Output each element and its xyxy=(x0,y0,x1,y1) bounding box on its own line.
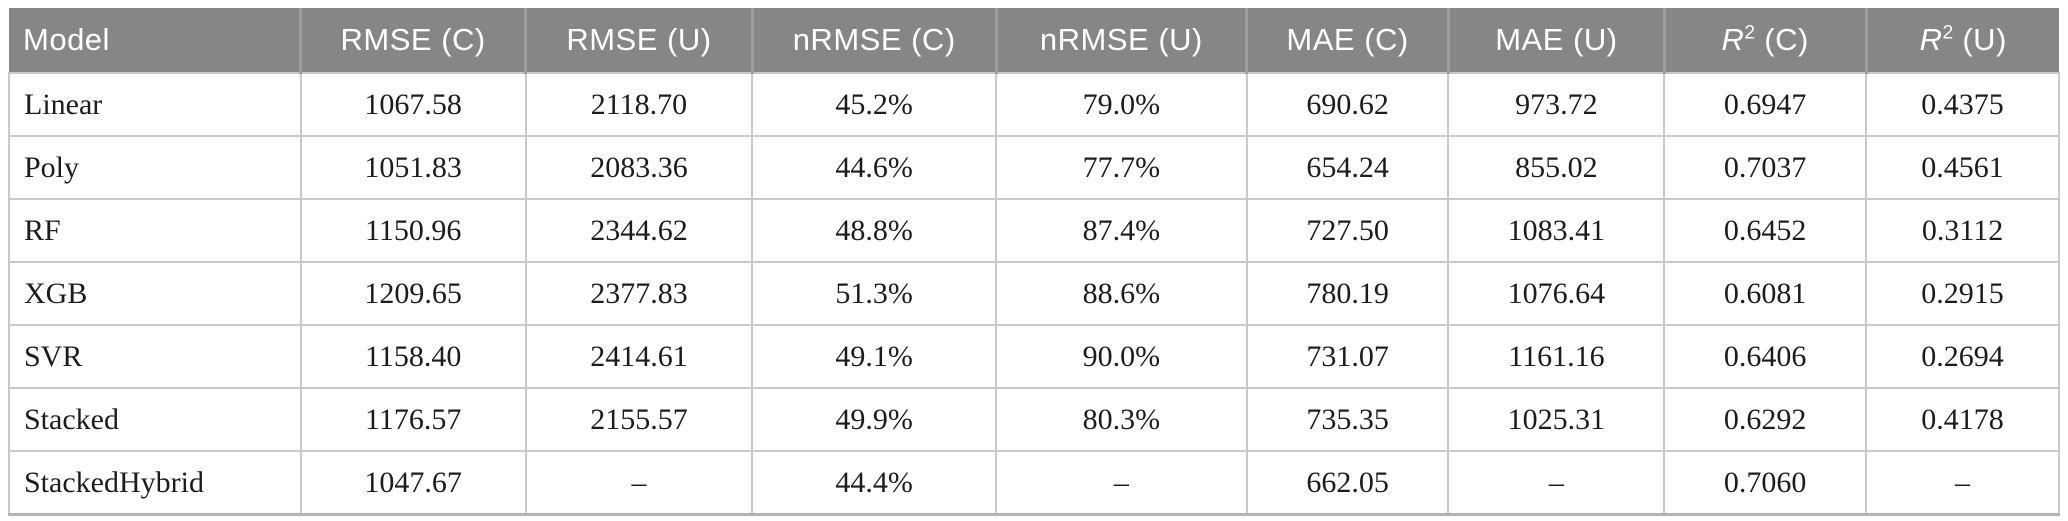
value-cell: 44.4% xyxy=(751,450,998,516)
value-cell: 51.3% xyxy=(751,261,998,326)
value-cell: 0.6947 xyxy=(1663,72,1868,137)
model-cell: Linear xyxy=(8,72,302,137)
column-header-r2-u: R2 (U) xyxy=(1866,8,2059,73)
value-cell: 0.6081 xyxy=(1663,261,1868,326)
value-cell: 1047.67 xyxy=(299,450,527,516)
value-cell: – xyxy=(524,450,754,516)
model-results-table-container: Model RMSE (C) RMSE (U) nRMSE (C) nRMSE … xyxy=(8,8,2060,516)
value-cell: 45.2% xyxy=(751,72,998,137)
value-cell: 2377.83 xyxy=(524,261,754,326)
table-row-xgb: XGB 1209.65 2377.83 51.3% 88.6% 780.19 1… xyxy=(8,261,2060,326)
r-symbol: R xyxy=(1721,22,1745,57)
table-header: Model RMSE (C) RMSE (U) nRMSE (C) nRMSE … xyxy=(9,8,2059,73)
column-header-mae-c: MAE (C) xyxy=(1246,8,1450,73)
model-cell: RF xyxy=(8,198,302,263)
model-cell: Poly xyxy=(8,135,302,200)
value-cell: 0.2915 xyxy=(1865,261,2060,326)
value-cell: 727.50 xyxy=(1245,198,1450,263)
table-row-stackedhybrid: StackedHybrid 1047.67 – 44.4% – 662.05 –… xyxy=(8,450,2060,516)
header-row: Model RMSE (C) RMSE (U) nRMSE (C) nRMSE … xyxy=(9,8,2059,73)
table-row-rf: RF 1150.96 2344.62 48.8% 87.4% 727.50 10… xyxy=(8,198,2060,263)
value-cell: 662.05 xyxy=(1245,450,1450,516)
value-cell: 90.0% xyxy=(995,324,1248,389)
value-cell: 1158.40 xyxy=(299,324,527,389)
value-cell: 855.02 xyxy=(1447,135,1666,200)
value-cell: 0.3112 xyxy=(1865,198,2060,263)
column-header-rmse-u: RMSE (U) xyxy=(525,8,754,73)
value-cell: 79.0% xyxy=(995,72,1248,137)
value-cell: – xyxy=(1865,450,2060,516)
value-cell: 735.35 xyxy=(1245,387,1450,452)
value-cell: 0.4178 xyxy=(1865,387,2060,452)
value-cell: 0.6452 xyxy=(1663,198,1868,263)
superscript-2: 2 xyxy=(1744,22,1756,44)
value-cell: 0.4375 xyxy=(1865,72,2060,137)
value-cell: 49.9% xyxy=(751,387,998,452)
value-cell: 654.24 xyxy=(1245,135,1450,200)
value-cell: 44.6% xyxy=(751,135,998,200)
value-cell: 48.8% xyxy=(751,198,998,263)
column-header-rmse-c: RMSE (C) xyxy=(300,8,528,73)
value-cell: 88.6% xyxy=(995,261,1248,326)
value-cell: 780.19 xyxy=(1245,261,1450,326)
value-cell: 2344.62 xyxy=(524,198,754,263)
table-body: Linear 1067.58 2118.70 45.2% 79.0% 690.6… xyxy=(8,72,2060,516)
model-cell: Stacked xyxy=(8,387,302,452)
model-cell: XGB xyxy=(8,261,302,326)
model-cell: SVR xyxy=(8,324,302,389)
value-cell: 0.7060 xyxy=(1663,450,1868,516)
value-cell: 2414.61 xyxy=(524,324,754,389)
value-cell: 1150.96 xyxy=(299,198,527,263)
value-cell: 2118.70 xyxy=(524,72,754,137)
r-symbol: R xyxy=(1919,22,1943,57)
table-row-stacked: Stacked 1176.57 2155.57 49.9% 80.3% 735.… xyxy=(8,387,2060,452)
table-row-linear: Linear 1067.58 2118.70 45.2% 79.0% 690.6… xyxy=(8,72,2060,137)
table-row-poly: Poly 1051.83 2083.36 44.6% 77.7% 654.24 … xyxy=(8,135,2060,200)
value-cell: 1161.16 xyxy=(1447,324,1666,389)
value-cell: 1025.31 xyxy=(1447,387,1666,452)
column-header-r2-c: R2 (C) xyxy=(1664,8,1868,73)
value-cell: 690.62 xyxy=(1245,72,1450,137)
value-cell: 1051.83 xyxy=(299,135,527,200)
r2-c-suffix: (C) xyxy=(1764,22,1809,57)
value-cell: 49.1% xyxy=(751,324,998,389)
value-cell: 0.6406 xyxy=(1663,324,1868,389)
value-cell: 731.07 xyxy=(1245,324,1450,389)
column-header-nrmse-u: nRMSE (U) xyxy=(996,8,1249,73)
value-cell: 2155.57 xyxy=(524,387,754,452)
value-cell: 1176.57 xyxy=(299,387,527,452)
column-header-model: Model xyxy=(9,8,303,73)
r2-u-suffix: (U) xyxy=(1962,22,2007,57)
value-cell: 0.2694 xyxy=(1865,324,2060,389)
column-header-mae-u: MAE (U) xyxy=(1448,8,1666,73)
value-cell: – xyxy=(995,450,1248,516)
model-cell: StackedHybrid xyxy=(8,450,302,516)
value-cell: 973.72 xyxy=(1447,72,1666,137)
value-cell: 0.7037 xyxy=(1663,135,1868,200)
value-cell: 77.7% xyxy=(995,135,1248,200)
table-row-svr: SVR 1158.40 2414.61 49.1% 90.0% 731.07 1… xyxy=(8,324,2060,389)
model-results-table: Model RMSE (C) RMSE (U) nRMSE (C) nRMSE … xyxy=(8,8,2060,516)
value-cell: 1083.41 xyxy=(1447,198,1666,263)
value-cell: 0.6292 xyxy=(1663,387,1868,452)
value-cell: 2083.36 xyxy=(524,135,754,200)
value-cell: 1076.64 xyxy=(1447,261,1666,326)
superscript-2: 2 xyxy=(1942,22,1954,44)
value-cell: 80.3% xyxy=(995,387,1248,452)
value-cell: 1067.58 xyxy=(299,72,527,137)
value-cell: 87.4% xyxy=(995,198,1248,263)
value-cell: – xyxy=(1447,450,1666,516)
value-cell: 1209.65 xyxy=(299,261,527,326)
value-cell: 0.4561 xyxy=(1865,135,2060,200)
column-header-nrmse-c: nRMSE (C) xyxy=(752,8,998,73)
